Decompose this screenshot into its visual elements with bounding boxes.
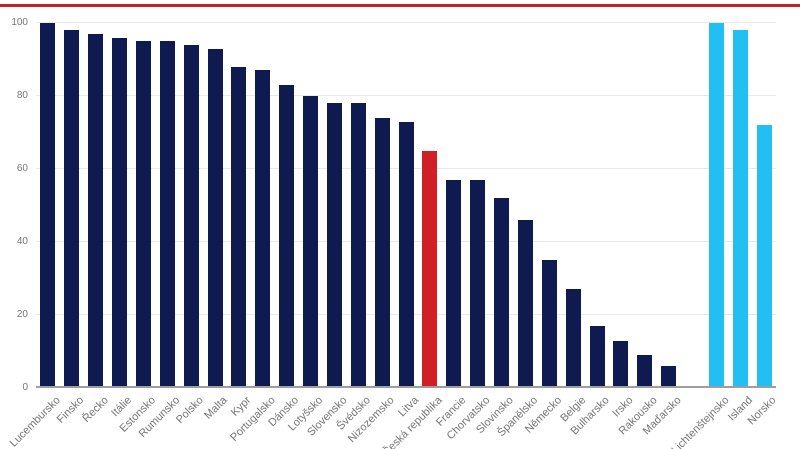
bar-slot: Řecko [80,23,110,425]
bar-slot: Itálie [108,23,134,419]
bar[interactable] [350,103,366,388]
y-tick-label: 40 [16,236,28,247]
bar-slot: Španělsko [495,23,540,439]
bar-slot: Dánsko [267,23,301,429]
bar[interactable] [64,30,80,388]
bar[interactable] [303,96,319,388]
bar-slot: Polsko [174,23,206,426]
bar-slot: Chorvatsko [445,23,492,442]
bar-slot: Lucembursko [8,23,63,449]
x-axis-line [36,386,776,388]
bar-slot: Rumunsko [136,23,182,440]
bar-slot: Francie [434,23,469,429]
bar[interactable] [207,48,223,388]
y-tick-label: 80 [16,90,28,101]
bar-slot: Malta [202,23,230,422]
bar[interactable] [470,179,486,388]
bar-slot: Česká republika [380,23,445,449]
bar-slot: Litva [394,23,421,419]
bar-slot: Slovinsko [475,23,516,436]
bar-slot: Island [726,23,755,424]
y-tick-label: 60 [16,163,28,174]
bar-slot: Belgie [558,23,588,424]
bar[interactable] [541,260,557,388]
y-tick-label: 100 [11,17,28,28]
bar-slot: Maďarsko [640,23,683,437]
plot-area: Lucembursko Finsko Řecko Itálie Estonsko Rumu… [8,22,779,449]
bar-slot: Nizozemsko [346,23,397,445]
bar-slot: Německo [523,23,564,436]
gridline [36,95,776,96]
bar[interactable] [637,355,653,388]
bar-slot: Irsko [609,23,636,420]
bar-slot: Lotyšsko [286,23,325,433]
bar[interactable] [708,23,724,388]
bar[interactable] [422,150,438,388]
bar-slot: Finsko [55,23,87,426]
bar[interactable] [135,41,151,388]
bar[interactable] [494,198,510,388]
bars-row: Lucembursko Finsko Řecko Itálie Estonsko Rumu… [8,23,779,449]
y-tick-label: 0 [22,382,28,393]
bar[interactable] [183,44,199,388]
bar[interactable] [589,325,605,388]
bar[interactable] [326,103,342,388]
x-axis-label: Malta [202,394,230,422]
bar[interactable] [159,41,175,388]
bar[interactable] [88,33,104,388]
bar[interactable] [398,121,414,388]
bar-slot: Portugalsko [228,23,278,444]
bar-slot: Kypr [227,23,254,419]
bar-slot: Rakousko [617,23,660,437]
y-tick-label: 20 [16,309,28,320]
bar-gap-spacer [681,23,705,388]
bar[interactable] [732,30,748,388]
bar[interactable] [613,340,629,388]
bar[interactable] [112,37,128,388]
x-axis-label: Lucembursko [7,394,63,449]
bar-slot: Bulharsko [569,23,612,437]
bar[interactable] [517,220,533,388]
bar-slot: Lichtenštejnsko [669,23,731,449]
bar[interactable] [446,179,462,388]
bar[interactable] [756,125,772,388]
bar[interactable] [565,289,581,388]
gridline [36,22,776,23]
bar[interactable] [374,117,390,388]
x-axis-label: Řecko [79,394,111,425]
bar[interactable] [255,70,271,388]
bar-slot: Švédsko [335,23,373,433]
bar-slot: Norsko [746,23,779,427]
bar[interactable] [661,366,677,388]
bar[interactable] [231,66,247,388]
bar-slot: Slovensko [305,23,349,439]
bar-slot: Estonsko [118,23,158,435]
top-accent-line [0,4,800,7]
bar[interactable] [279,85,295,388]
bar[interactable] [40,23,56,388]
